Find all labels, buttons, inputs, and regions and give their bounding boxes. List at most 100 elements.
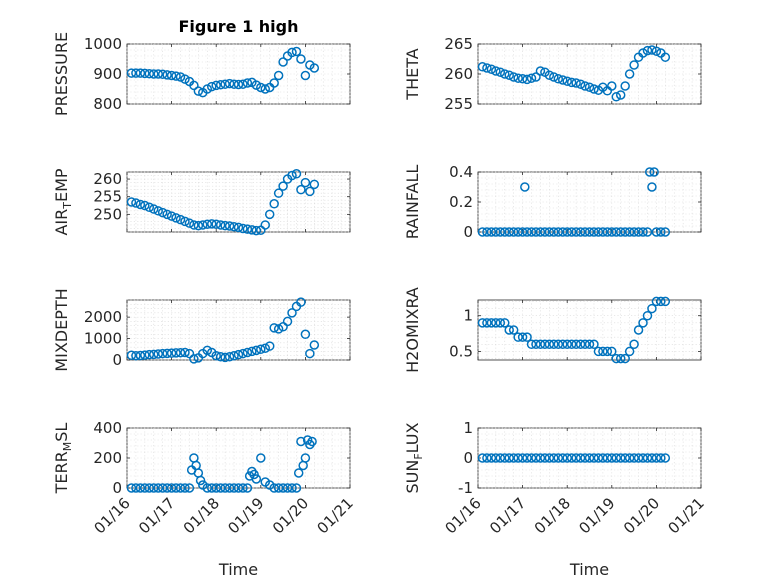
data-point — [251, 225, 262, 236]
data-point — [611, 453, 622, 463]
data-point — [571, 453, 581, 463]
data-point — [593, 227, 604, 237]
data-point — [202, 219, 213, 229]
data-point — [589, 227, 599, 237]
y-tick-label: 0 — [463, 449, 473, 467]
data-point — [566, 77, 577, 88]
data-point — [580, 81, 590, 91]
data-point — [549, 72, 559, 82]
data-point — [166, 348, 177, 358]
data-point — [629, 339, 639, 350]
data-point — [149, 204, 159, 214]
data-point — [540, 339, 550, 350]
data-point — [202, 483, 213, 493]
data-point — [300, 177, 311, 188]
data-point — [180, 347, 190, 358]
data-point — [278, 483, 288, 493]
data-point — [273, 324, 284, 334]
y-tick-label: 260 — [93, 170, 122, 188]
data-point — [544, 70, 555, 80]
data-point — [144, 349, 155, 360]
panel-mixdepth: 0 1000 2000 MIXDEPTH — [52, 288, 351, 372]
data-point — [575, 227, 586, 237]
data-point — [491, 227, 501, 237]
data-point — [566, 227, 577, 237]
panel-sun_flux: 01/16 01/17 01/18 01/19 01/20 01/21 -1 0 1 SUNFLU… — [403, 419, 708, 579]
data-point — [184, 483, 195, 493]
data-point — [589, 339, 599, 350]
data-point — [660, 453, 671, 463]
data-point — [157, 348, 168, 359]
data-point — [206, 81, 217, 92]
data-point — [153, 206, 163, 216]
data-point — [224, 352, 235, 362]
x-tick-label: 01/21 — [314, 494, 357, 537]
plot-area-terr_msl — [126, 427, 351, 489]
data-point — [278, 57, 288, 67]
data-point — [211, 350, 221, 361]
y-tick-label: 0.2 — [449, 193, 473, 211]
data-point — [598, 346, 608, 357]
data-point — [282, 316, 293, 327]
data-point — [620, 227, 630, 237]
data-point — [144, 202, 155, 213]
data-point — [651, 46, 662, 56]
data-point — [296, 54, 306, 64]
data-point — [251, 345, 262, 356]
data-point — [175, 483, 186, 493]
data-point — [580, 339, 590, 350]
data-point — [535, 227, 546, 237]
data-point — [135, 350, 146, 361]
data-point — [638, 227, 648, 237]
data-point — [513, 453, 523, 463]
data-point — [584, 339, 595, 350]
data-point — [553, 227, 564, 237]
data-point — [256, 453, 266, 463]
y-tick-label: 0 — [112, 351, 122, 369]
data-point — [642, 45, 653, 56]
x-tick-label: 01/20 — [269, 494, 312, 537]
data-point — [557, 453, 568, 463]
data-point — [647, 303, 657, 314]
data-point — [553, 74, 564, 84]
data-point — [171, 71, 181, 81]
data-point — [189, 220, 199, 230]
data-point — [624, 69, 635, 79]
y-axis-label-pressure: PRESSURE — [52, 32, 71, 116]
data-point — [175, 72, 186, 82]
data-point — [269, 483, 279, 493]
data-point — [296, 184, 306, 195]
y-tick-label: 1000 — [84, 35, 122, 53]
data-point — [491, 318, 501, 328]
data-point — [531, 339, 541, 350]
data-point — [504, 227, 514, 237]
data-point — [633, 325, 644, 335]
data-point — [229, 221, 239, 232]
data-point — [642, 453, 653, 463]
data-point — [233, 349, 244, 360]
data-point — [140, 350, 150, 360]
data-point — [651, 227, 662, 237]
data-point — [611, 92, 622, 102]
data-point — [180, 483, 190, 493]
data-point — [629, 227, 639, 237]
data-point — [562, 227, 572, 237]
data-point — [477, 62, 488, 72]
data-point — [273, 188, 284, 198]
data-point — [562, 453, 572, 463]
data-point — [287, 47, 297, 58]
y-tick-label: 1000 — [84, 330, 122, 348]
data-point — [508, 72, 519, 82]
data-point — [131, 350, 141, 361]
y-axis-label-terr_msl: TERRMSL — [52, 423, 74, 495]
data-point — [157, 69, 168, 80]
data-point — [584, 227, 595, 237]
data-point — [260, 84, 271, 94]
data-point — [189, 80, 199, 91]
y-tick-label: 1 — [463, 307, 473, 325]
data-point — [649, 167, 659, 177]
data-point — [508, 325, 519, 335]
data-point — [264, 341, 275, 351]
data-point — [549, 453, 559, 463]
data-point — [629, 60, 639, 70]
